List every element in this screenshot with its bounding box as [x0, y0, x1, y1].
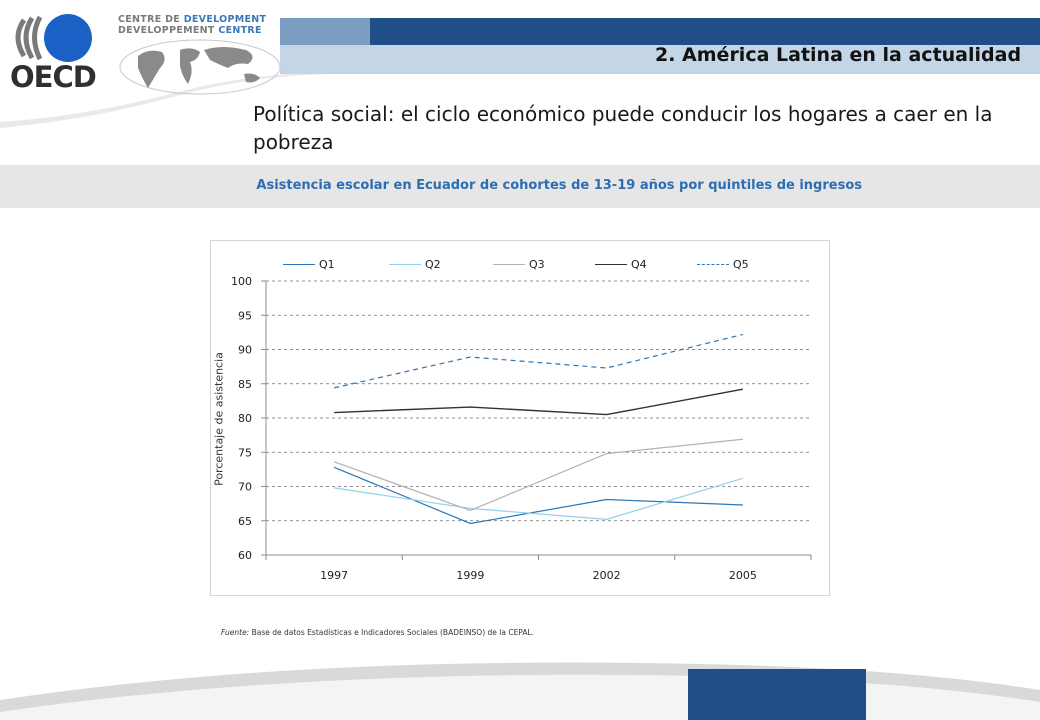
legend-swatch	[697, 264, 729, 265]
legend-item-q5: Q5	[697, 258, 749, 271]
y-axis-title: Porcentaje de asistencia	[212, 352, 226, 486]
y-tick-label: 60	[238, 549, 252, 562]
legend-label: Q2	[425, 258, 441, 271]
series-line-q2	[334, 477, 744, 520]
y-tick-label: 85	[238, 378, 252, 391]
legend-label: Q1	[319, 258, 335, 271]
y-tick-label: 95	[238, 309, 252, 322]
x-tick-label: 2005	[729, 569, 757, 582]
dc-line2-a: DEVELOPPEMENT	[118, 25, 219, 36]
legend-swatch	[595, 264, 627, 265]
dc-line1-a: CENTRE DE	[118, 14, 184, 25]
legend-label: Q3	[529, 258, 545, 271]
oecd-logo-icon	[15, 14, 92, 62]
header-band-light	[280, 45, 1040, 74]
y-tick-label: 100	[231, 275, 252, 288]
source-note: Fuente: Base de datos Estadísticas e Ind…	[221, 628, 534, 637]
dc-line2-b: CENTRE	[218, 25, 262, 36]
y-tick-label: 90	[238, 344, 252, 357]
y-tick-label: 70	[238, 481, 252, 494]
world-map-icon	[119, 39, 281, 95]
dc-line1-b: DEVELOPMENT	[183, 14, 267, 25]
development-centre-title: CENTRE DE DEVELOPMENT DEVELOPPEMENT CENT…	[118, 14, 266, 36]
y-tick-label: 75	[238, 446, 252, 459]
x-tick-label: 1999	[456, 569, 484, 582]
chart-subtitle: Asistencia escolar en Ecuador de cohorte…	[256, 178, 862, 193]
series-line-q4	[334, 388, 744, 416]
series-line-q1	[333, 466, 743, 525]
chart-container: 60 65 70 75 80 85 90 95 100 1997 1999 2002 2005 Q1 Q2…	[210, 240, 830, 596]
line-chart: 60 65 70 75 80 85 90 95 100 1997 1999 2002 2005	[231, 275, 812, 582]
slide-title: Política social: el ciclo económico pued…	[253, 102, 993, 154]
oecd-logo-text: OECD	[10, 60, 97, 94]
legend-label: Q4	[631, 258, 647, 271]
legend-swatch	[283, 264, 315, 265]
legend-swatch	[493, 264, 525, 265]
series-line-q3	[333, 438, 743, 512]
legend-label: Q5	[733, 258, 749, 271]
source-label: Fuente:	[221, 628, 250, 637]
header-band-fade	[280, 18, 370, 45]
subtitle-band	[0, 165, 1040, 208]
y-tick-label: 80	[238, 412, 252, 425]
y-tick-label: 65	[238, 515, 252, 528]
legend-item-q2: Q2	[389, 258, 441, 271]
legend-item-q4: Q4	[595, 258, 647, 271]
legend-item-q3: Q3	[493, 258, 545, 271]
header-band-dark	[300, 18, 1040, 45]
footer-brand-block	[688, 669, 866, 720]
legend-item-q1: Q1	[283, 258, 335, 271]
source-text: Base de datos Estadísticas e Indicadores…	[249, 628, 535, 637]
x-tick-label: 2002	[593, 569, 621, 582]
legend-swatch	[389, 264, 421, 265]
section-title: 2. América Latina en la actualidad	[655, 44, 1022, 66]
series-line-q5	[333, 333, 744, 389]
x-tick-label: 1997	[320, 569, 348, 582]
